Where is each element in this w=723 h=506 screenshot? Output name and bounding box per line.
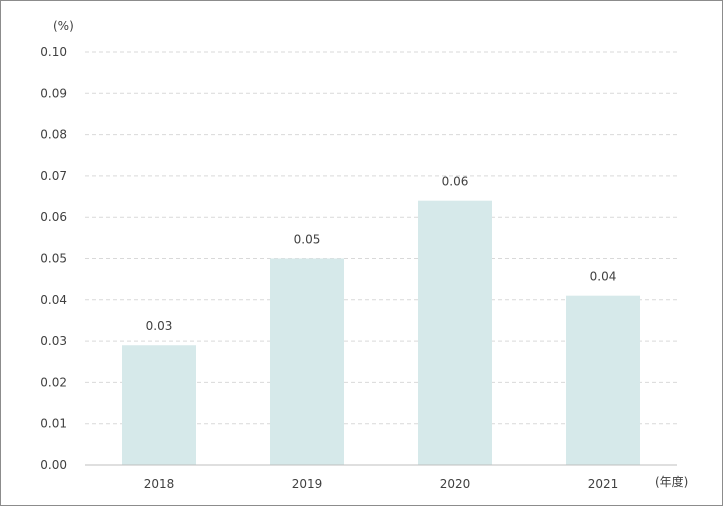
- data-label-2018: 0.03: [146, 319, 173, 333]
- y-tick-label: 0.03: [40, 334, 67, 348]
- bar-2020: [418, 200, 492, 465]
- bar-2021: [566, 295, 640, 465]
- y-tick-label: 0.02: [40, 375, 67, 389]
- bars: [122, 200, 640, 465]
- bar-2018: [122, 345, 196, 465]
- y-tick-label: 0.00: [40, 458, 67, 472]
- x-tick-label-2018: 2018: [144, 477, 175, 491]
- y-tick-label: 0.07: [40, 169, 67, 183]
- data-label-2020: 0.06: [442, 175, 469, 189]
- data-label-2021: 0.04: [590, 270, 617, 284]
- y-tick-label: 0.08: [40, 128, 67, 142]
- y-tick-label: 0.01: [40, 417, 67, 431]
- y-tick-label: 0.05: [40, 252, 67, 266]
- x-tick-label-2021: 2021: [588, 477, 619, 491]
- y-tick-label: 0.09: [40, 86, 67, 100]
- labels: 0.00 0.01 0.02 0.03 0.04 0.05 0.06 0.07 0.08 0.09…: [40, 45, 618, 491]
- y-tick-label: 0.10: [40, 45, 67, 59]
- data-label-2019: 0.05: [294, 233, 321, 247]
- y-tick-label: 0.04: [40, 293, 67, 307]
- x-unit-label: (年度): [655, 474, 688, 489]
- x-tick-label-2020: 2020: [440, 477, 471, 491]
- y-unit-label: (%): [53, 19, 74, 33]
- bar-2019: [270, 258, 344, 465]
- y-tick-label: 0.06: [40, 210, 67, 224]
- x-tick-label-2019: 2019: [292, 477, 323, 491]
